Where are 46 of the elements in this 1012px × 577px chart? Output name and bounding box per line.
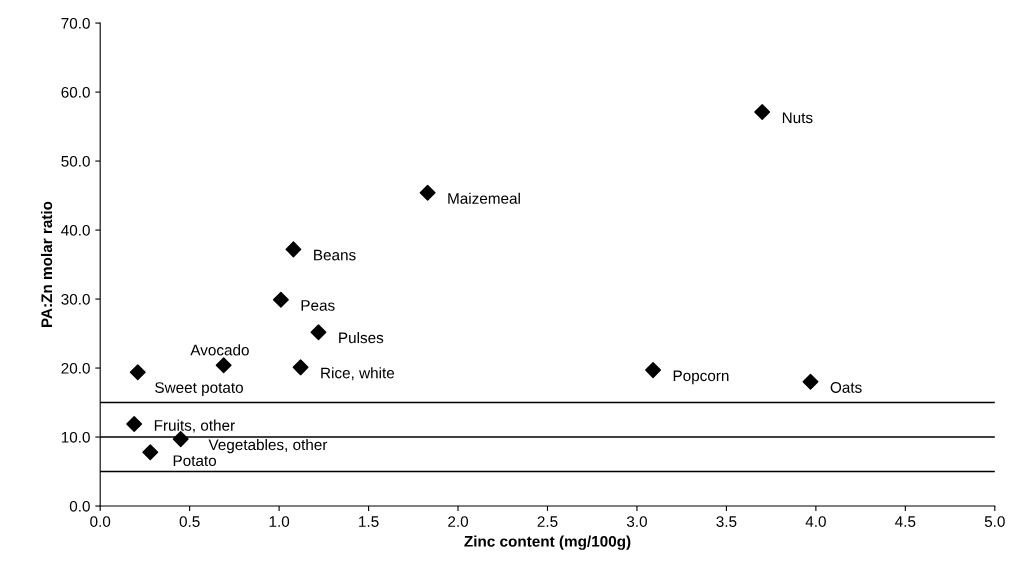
annotation: Sweet potato [155,382,243,396]
point [126,415,143,432]
point [142,444,159,461]
point [292,359,309,376]
x-tick-label: 1.0 [269,516,290,527]
x-tick-label: 3.0 [626,516,647,527]
annotation: Potato [173,455,217,467]
point [215,357,232,374]
annotation: Vegetables, other [208,438,328,454]
point [310,324,327,341]
point [419,184,436,201]
y-tick-label: 10.0 [61,431,90,443]
x-tick-label: 4.0 [805,516,826,527]
point [272,291,289,308]
annotation: Nuts [782,112,813,124]
annotation: Rice, white [321,367,395,381]
y-tick-label: 0.0 [69,500,90,512]
annotation: Avocado [190,344,249,356]
x-tick-label: 3.5 [716,516,737,527]
x-tick-label: 0.0 [90,516,111,527]
y-tick-label: 50.0 [61,155,90,167]
x-tick-label: 4.5 [895,516,916,527]
y-tick-label: 60.0 [61,86,90,98]
annotation: Pulses [339,331,384,344]
y-tick-label: 30.0 [61,293,90,305]
y-tick-label: 20.0 [61,362,90,374]
annotation: Fruits, other [154,419,235,433]
y-tick-label: 40.0 [61,224,90,236]
x-tick-label: 2.0 [448,516,469,527]
point [645,362,662,379]
annotation: Beans [314,249,356,261]
point [754,104,771,121]
y-tick-label: 70.0 [61,17,90,29]
annotation: Maizemeal [448,192,520,204]
y-axis-title: PA:Zn molar ratio [40,201,53,328]
point [285,241,302,258]
x-tick-label: 0.5 [179,516,200,527]
annotation: Popcorn [673,370,729,385]
annotation: Oats [830,382,862,393]
x-tick-label: 1.5 [359,516,379,527]
x-tick-label: 5.0 [984,516,1005,527]
point [129,364,146,381]
x-tick-label: 2.5 [537,516,558,527]
annotation: Peas [301,300,335,311]
x-axis-title: Zinc content (mg/100g) [464,535,631,550]
point [802,373,819,390]
